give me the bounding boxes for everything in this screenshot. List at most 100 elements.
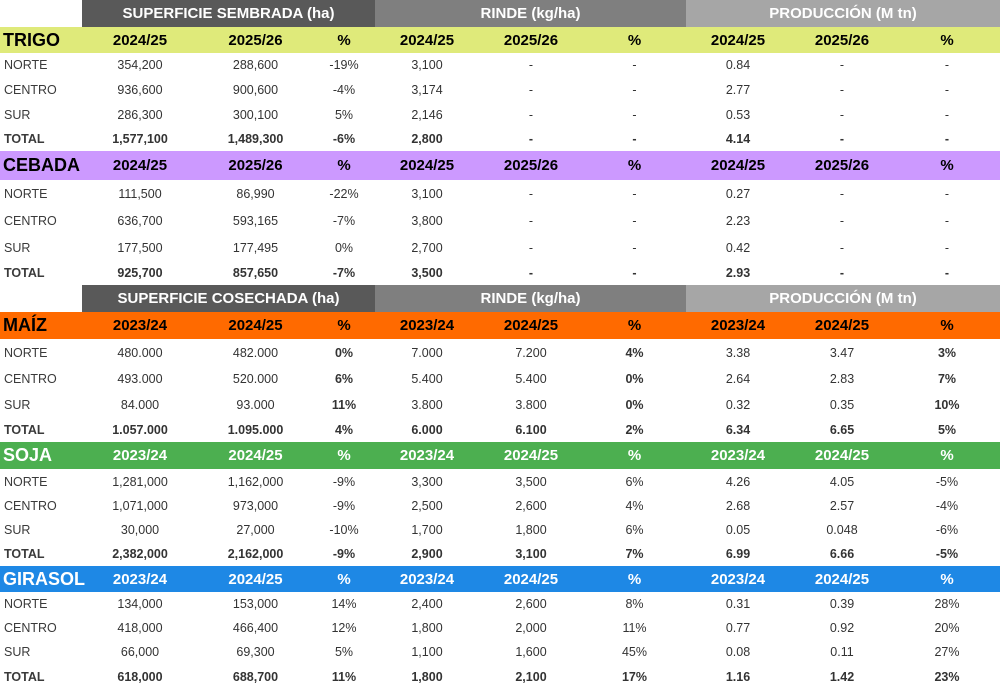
table-cell: 6%	[625, 523, 644, 537]
table-cell: -	[528, 57, 534, 72]
table-cell: 2.93	[725, 266, 751, 280]
total-row: TOTAL 2,382,000 2,162,000 -9% 2,900 3,100 7% 6.…	[0, 542, 1000, 566]
table-cell: -	[944, 186, 950, 201]
table-cell: 1.42	[829, 669, 855, 684]
table-cell: -	[632, 82, 637, 97]
table-cell: 1,800	[411, 621, 443, 635]
table-cell: -9%	[332, 474, 356, 489]
table-cell: 6.100	[515, 422, 547, 437]
table-cell: 111,500	[118, 186, 162, 201]
column-header: 2023/24	[112, 570, 168, 588]
table-cell: -	[839, 213, 845, 228]
table-cell: 11%	[331, 397, 357, 412]
table-cell: 3,100	[515, 547, 547, 561]
table-cell: -	[839, 186, 845, 201]
column-header: 2025/26	[228, 157, 283, 174]
column-header: 2024/25	[399, 157, 455, 174]
table-cell: 1,600	[515, 645, 547, 659]
table-cell: 2,100	[515, 669, 547, 684]
table-cell: 0.53	[725, 107, 751, 122]
crop-name: MAÍZ	[3, 315, 47, 335]
table-cell: 0.77	[725, 621, 751, 635]
table-cell: 2,382,000	[112, 547, 168, 561]
table-cell: 2,400	[411, 597, 443, 611]
column-header: %	[940, 570, 954, 588]
table-cell: 3,100	[411, 57, 443, 72]
table-cell: 1.095.000	[227, 422, 284, 437]
column-header: 2024/25	[228, 570, 283, 588]
table-cell: 0.048	[826, 523, 858, 537]
column-header: %	[627, 447, 642, 464]
table-cell: 0.31	[725, 597, 751, 611]
table-cell: -	[528, 132, 534, 146]
column-header: 2025/26	[228, 31, 283, 49]
table-row: SUR 84.000 93.000 11% 3.800 3.800 0% 0.32 0.35 10…	[0, 392, 1000, 417]
table-cell: 153,000	[232, 597, 279, 611]
table-cell: -9%	[332, 547, 356, 561]
total-row: TOTAL 1.057.000 1.095.000 4% 6.000 6.100 2% 6.3…	[0, 417, 1000, 442]
table-cell: 2,600	[515, 499, 547, 513]
table-cell: 618,000	[117, 669, 163, 684]
table-row: CENTRO 493.000 520.000 6% 5.400 5.400 0% 2.64 2.…	[0, 366, 1000, 392]
table-cell: 4%	[334, 422, 354, 437]
table-cell: 2.83	[829, 372, 855, 386]
table-cell: 6.000	[411, 422, 443, 437]
column-header: 2024/25	[112, 31, 168, 49]
region-label: CENTRO	[4, 82, 57, 97]
table-cell: 10%	[934, 397, 960, 412]
table-row: NORTE 354,200 288,600 -19% 3,100 - - 0.84 - -	[0, 52, 1000, 77]
crop-name: CEBADA	[3, 155, 81, 175]
table-cell: 973,000	[232, 499, 279, 513]
table-cell: 3,500	[411, 266, 443, 280]
group-header-cell: SUPERFICIE COSECHADA (ha)	[82, 285, 375, 312]
table-cell: 2,900	[411, 547, 443, 561]
table-cell: 5.400	[411, 372, 443, 386]
group-header-cell: PRODUCCIÓN (M tn)	[686, 285, 1000, 312]
table-cell: 0.32	[725, 397, 751, 412]
column-header: %	[627, 157, 642, 174]
table-cell: 2,146	[411, 107, 443, 122]
table-cell: 6%	[625, 474, 644, 489]
table-cell: 14%	[331, 597, 357, 611]
region-label: NORTE	[4, 57, 48, 72]
table-cell: 925,700	[117, 266, 163, 280]
column-header: 2025/26	[814, 31, 870, 49]
table-cell: -7%	[332, 213, 356, 228]
table-cell: 45%	[621, 645, 648, 659]
table-cell: 4.05	[829, 474, 855, 489]
table-cell: 0.42	[725, 240, 751, 255]
region-label: CENTRO	[4, 621, 57, 635]
table-cell: 1,071,000	[112, 499, 168, 513]
table-cell: -5%	[935, 547, 959, 561]
column-header: %	[627, 570, 642, 588]
table-cell: -	[944, 240, 950, 255]
table-cell: 3.38	[725, 345, 751, 360]
table-cell: 2.77	[725, 82, 751, 97]
column-header: 2023/24	[710, 447, 766, 464]
table-cell: 177,495	[232, 240, 279, 255]
column-header: %	[940, 317, 954, 334]
table-cell: -	[632, 186, 637, 201]
column-header: 2025/26	[503, 157, 559, 174]
table-cell: -4%	[935, 499, 959, 513]
column-header: 2023/24	[399, 317, 455, 334]
crop-header-trigo: TRIGO 2024/25 2025/26% 2024/25 2025/26% 2024/…	[0, 27, 1000, 53]
table-cell: 636,700	[117, 213, 163, 228]
table-cell: 0.35	[829, 397, 855, 412]
region-label: CENTRO	[4, 372, 57, 386]
table-cell: 2,162,000	[227, 547, 284, 561]
table-cell: 69,300	[236, 645, 275, 659]
column-header: 2024/25	[710, 31, 766, 49]
total-row: TOTAL 925,700 857,650 -7% 3,500 - - 2.93 - -	[0, 261, 1000, 285]
table-row: CENTRO 418,000 466,400 12% 1,800 2,000 11% 0.77…	[0, 616, 1000, 640]
table-row: CENTRO 936,600 900,600 -4% 3,174 - - 2.77 - -	[0, 77, 1000, 102]
table-cell: -	[839, 107, 845, 122]
column-header: 2023/24	[399, 570, 455, 588]
region-label: SUR	[4, 107, 31, 122]
table-cell: 7%	[625, 547, 644, 561]
table-cell: 1,800	[411, 669, 443, 684]
table-cell: 593,165	[232, 213, 279, 228]
column-header: %	[337, 317, 351, 334]
table-cell: -	[528, 186, 534, 201]
table-cell: -22%	[329, 186, 359, 201]
